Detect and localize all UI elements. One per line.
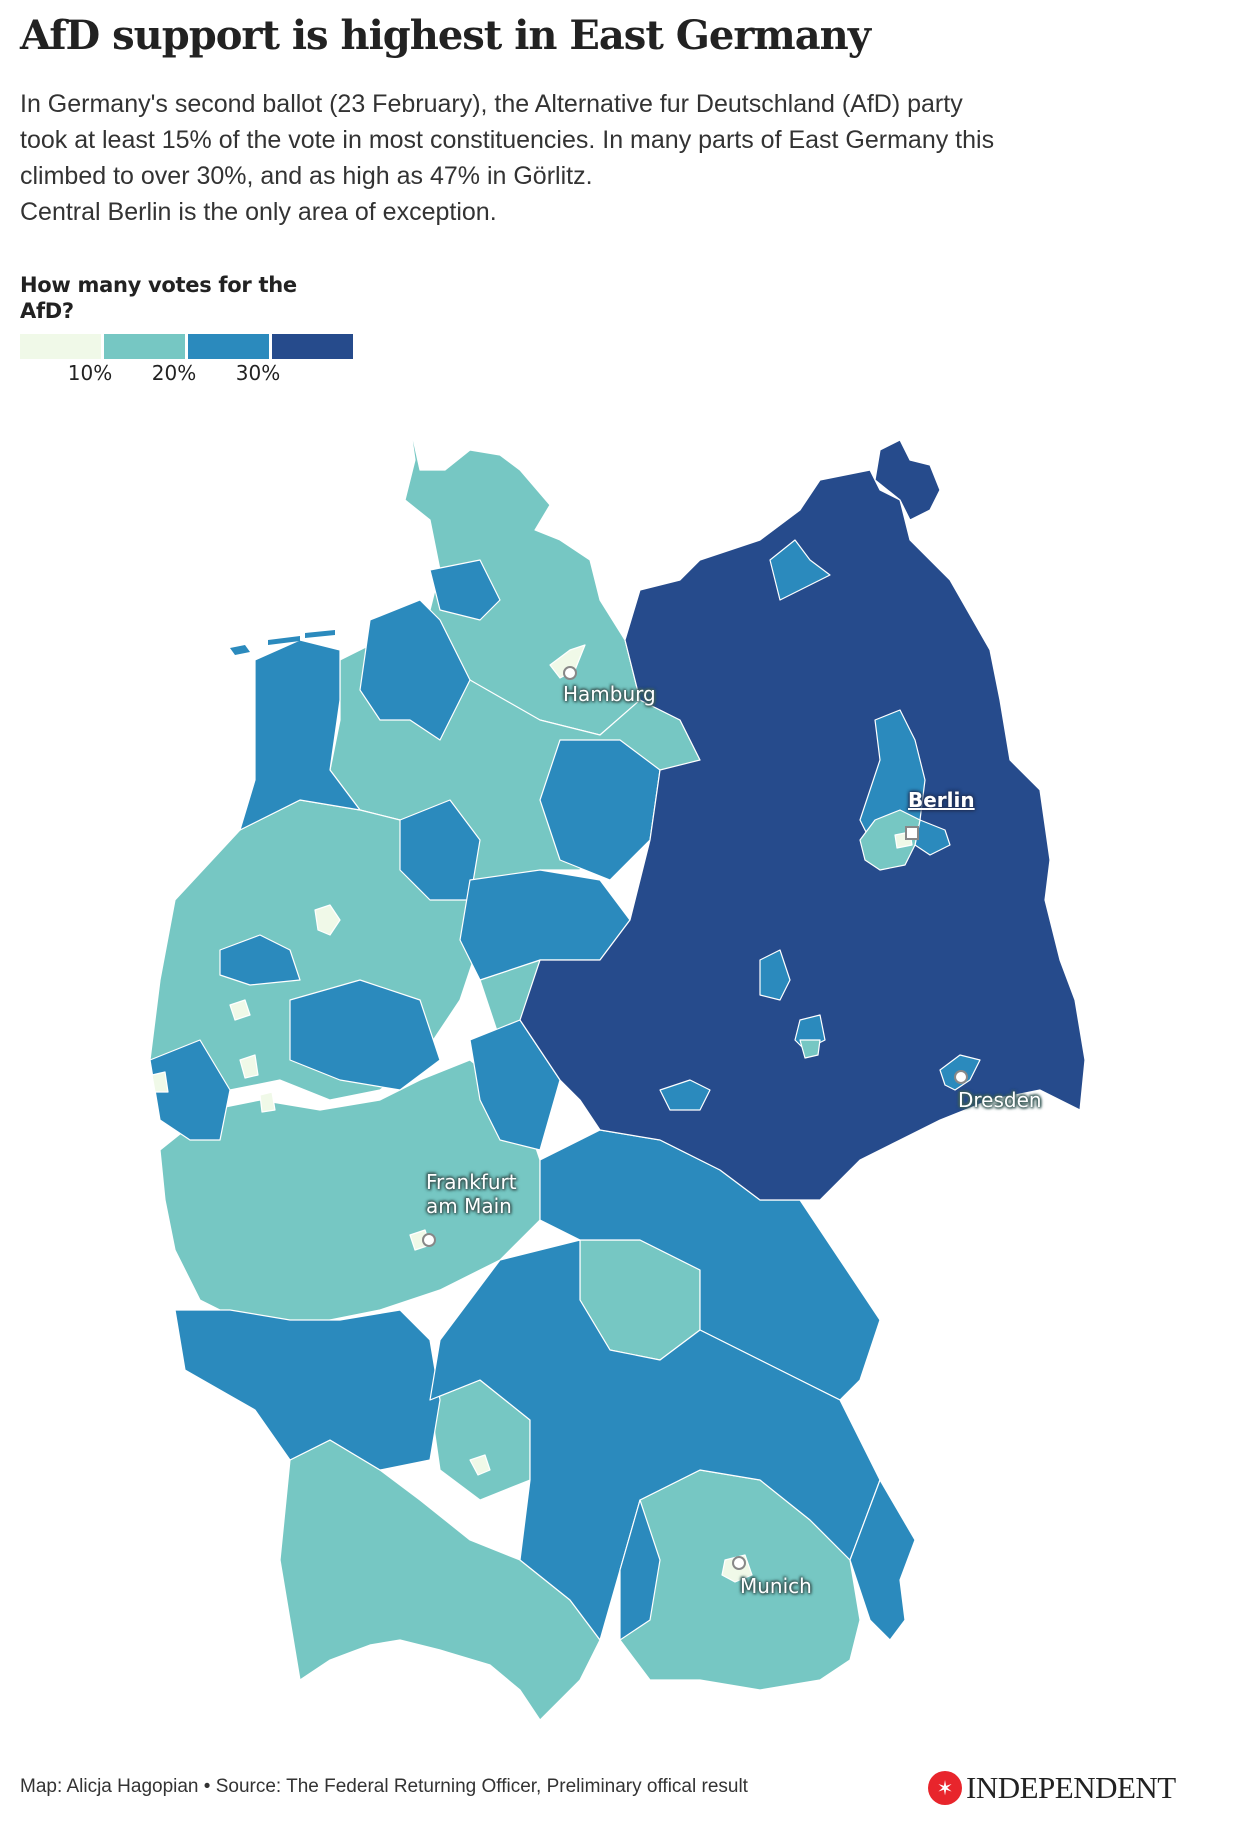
regions-east-enclaves — [659, 539, 981, 1111]
city-marker-dresden — [954, 1070, 968, 1084]
region-palatinate-wurttemberg[interactable] — [174, 1309, 441, 1471]
city-label-frankfurt-line2: am Main — [426, 1194, 512, 1218]
region-hamburg-centre[interactable] — [549, 644, 586, 679]
city-marker-berlin — [905, 826, 919, 840]
region-rügen[interactable] — [874, 439, 941, 521]
region-bonn[interactable] — [239, 1054, 259, 1079]
legend-swatch-20-30 — [188, 334, 269, 359]
region-stuttgart-tübingen[interactable] — [469, 1454, 491, 1476]
region-east-frisia[interactable] — [239, 639, 361, 831]
region-magdeburg[interactable] — [759, 949, 791, 1001]
legend-tick: 20% — [151, 361, 197, 385]
region-aachen[interactable] — [151, 1071, 169, 1093]
legend: How many votes for the AfD? 10% 20% 30% — [20, 272, 360, 387]
regions-berlin-inner — [799, 809, 921, 1059]
legend-tick: 30% — [235, 361, 281, 385]
city-label-hamburg: Hamburg — [563, 682, 656, 706]
region-erfurt-jena[interactable] — [659, 1079, 711, 1111]
city-label-berlin: Berlin — [908, 788, 975, 812]
legend-swatch-10-20 — [104, 334, 185, 359]
region-east-germany[interactable] — [519, 469, 1086, 1201]
region-münster[interactable] — [314, 904, 341, 936]
region-leipzig-south[interactable] — [799, 1039, 821, 1059]
island — [230, 645, 250, 655]
city-label-frankfurt-line1: Frankfurt — [426, 1170, 517, 1194]
map-svg — [149, 424, 1086, 1721]
subtitle-line: In Germany's second ballot (23 February)… — [20, 90, 963, 118]
regions-over-30 — [519, 439, 1086, 1201]
legend-tick: 10% — [67, 361, 113, 385]
island — [268, 636, 300, 645]
independent-logo[interactable]: ✶ INDEPENDENT — [928, 1770, 1176, 1806]
region-eifel-saarland[interactable] — [149, 1039, 231, 1141]
region-potsdam-berlin-west[interactable] — [859, 809, 921, 871]
region-bonn-south[interactable] — [259, 1091, 276, 1113]
region-lower-bavaria-southeast[interactable] — [849, 1479, 916, 1641]
regions-20-30 — [149, 559, 916, 1641]
region-lower-saxony-east[interactable] — [539, 739, 661, 881]
germany-map: Hamburg Berlin Dresden Frankfurt am Main… — [0, 400, 1240, 1740]
region-oberallgäu[interactable] — [619, 1499, 661, 1641]
eagle-icon: ✶ — [928, 1771, 962, 1805]
subtitle-line: Central Berlin is the only area of excep… — [20, 198, 497, 226]
region-rhineland-hesse[interactable] — [159, 1059, 541, 1331]
footer-credit: Map: Alicja Hagopian • Source: The Feder… — [20, 1776, 748, 1797]
city-marker-hamburg — [563, 666, 577, 680]
legend-swatch-under-10 — [20, 334, 101, 359]
frisian-islands — [230, 630, 335, 655]
region-hesse-central[interactable] — [289, 979, 441, 1091]
region-cologne[interactable] — [229, 999, 251, 1021]
island — [305, 630, 335, 638]
region-dithmarschen[interactable] — [429, 559, 501, 621]
region-cuxhaven-stade[interactable] — [359, 599, 471, 741]
subtitle-line: took at least 15% of the vote in most co… — [20, 126, 995, 154]
city-marker-frankfurt — [422, 1233, 436, 1247]
region-ruhr[interactable] — [219, 934, 301, 986]
legend-swatches — [20, 334, 360, 359]
legend-ticks: 10% 20% 30% — [20, 359, 360, 387]
subtitle: In Germany's second ballot (23 February)… — [20, 86, 1220, 230]
legend-swatch-over-30 — [272, 334, 353, 359]
region-rostock[interactable] — [769, 539, 831, 601]
logo-text: INDEPENDENT — [966, 1770, 1176, 1805]
region-bavaria-central[interactable] — [429, 1239, 881, 1641]
region-lake-constance[interactable] — [279, 1439, 601, 1721]
city-marker-munich — [732, 1556, 746, 1570]
city-label-munich: Munich — [740, 1574, 812, 1598]
legend-title: How many votes for the AfD? — [20, 273, 297, 323]
subtitle-line: climbed to over 30%, and as high as 47% … — [20, 162, 593, 190]
city-label-dresden: Dresden — [958, 1088, 1042, 1112]
page-title: AfD support is highest in East Germany — [20, 12, 871, 59]
